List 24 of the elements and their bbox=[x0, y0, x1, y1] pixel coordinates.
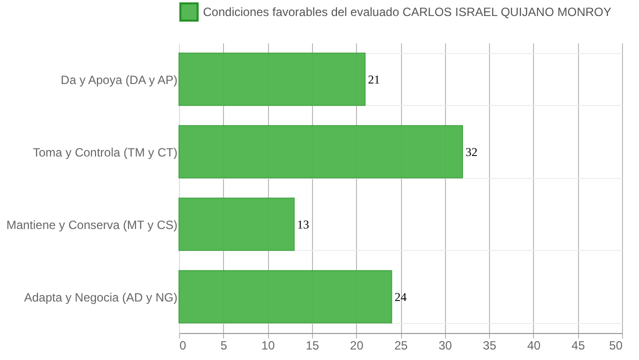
y-tick-label: Mantiene y Conserva (MT y CS) bbox=[6, 218, 178, 232]
x-tick-label: 20 bbox=[350, 338, 364, 352]
x-tick-label: 30 bbox=[438, 338, 452, 352]
x-tick-label: 15 bbox=[306, 338, 320, 352]
y-tick-label: Adapta y Negocia (AD y NG) bbox=[24, 290, 178, 304]
data-label: 13 bbox=[297, 217, 310, 232]
y-tick-label: Toma y Controla (TM y CT) bbox=[32, 145, 178, 160]
data-label: 21 bbox=[368, 72, 380, 86]
y-tick-label: Da y Apoya (DA y AP) bbox=[60, 72, 178, 87]
x-tick-label: 40 bbox=[527, 338, 541, 352]
x-tick-label: 10 bbox=[261, 338, 276, 352]
x-tick-label: 5 bbox=[220, 338, 228, 352]
bar bbox=[178, 52, 366, 106]
x-tick-label: 50 bbox=[609, 338, 623, 352]
x-tick-label: 0 bbox=[180, 338, 186, 352]
legend-label: Condiciones favorables del evaluado CARLOS ISRAEL QUIJANO MONROY bbox=[203, 5, 612, 19]
x-tick-label: 45 bbox=[572, 338, 586, 352]
data-label: 24 bbox=[394, 290, 407, 304]
bar bbox=[178, 125, 464, 178]
x-tick-label: 25 bbox=[394, 338, 408, 352]
x-tick-label: 35 bbox=[482, 338, 497, 352]
bar bbox=[178, 270, 392, 324]
data-label: 32 bbox=[466, 144, 478, 159]
bar bbox=[178, 198, 295, 251]
